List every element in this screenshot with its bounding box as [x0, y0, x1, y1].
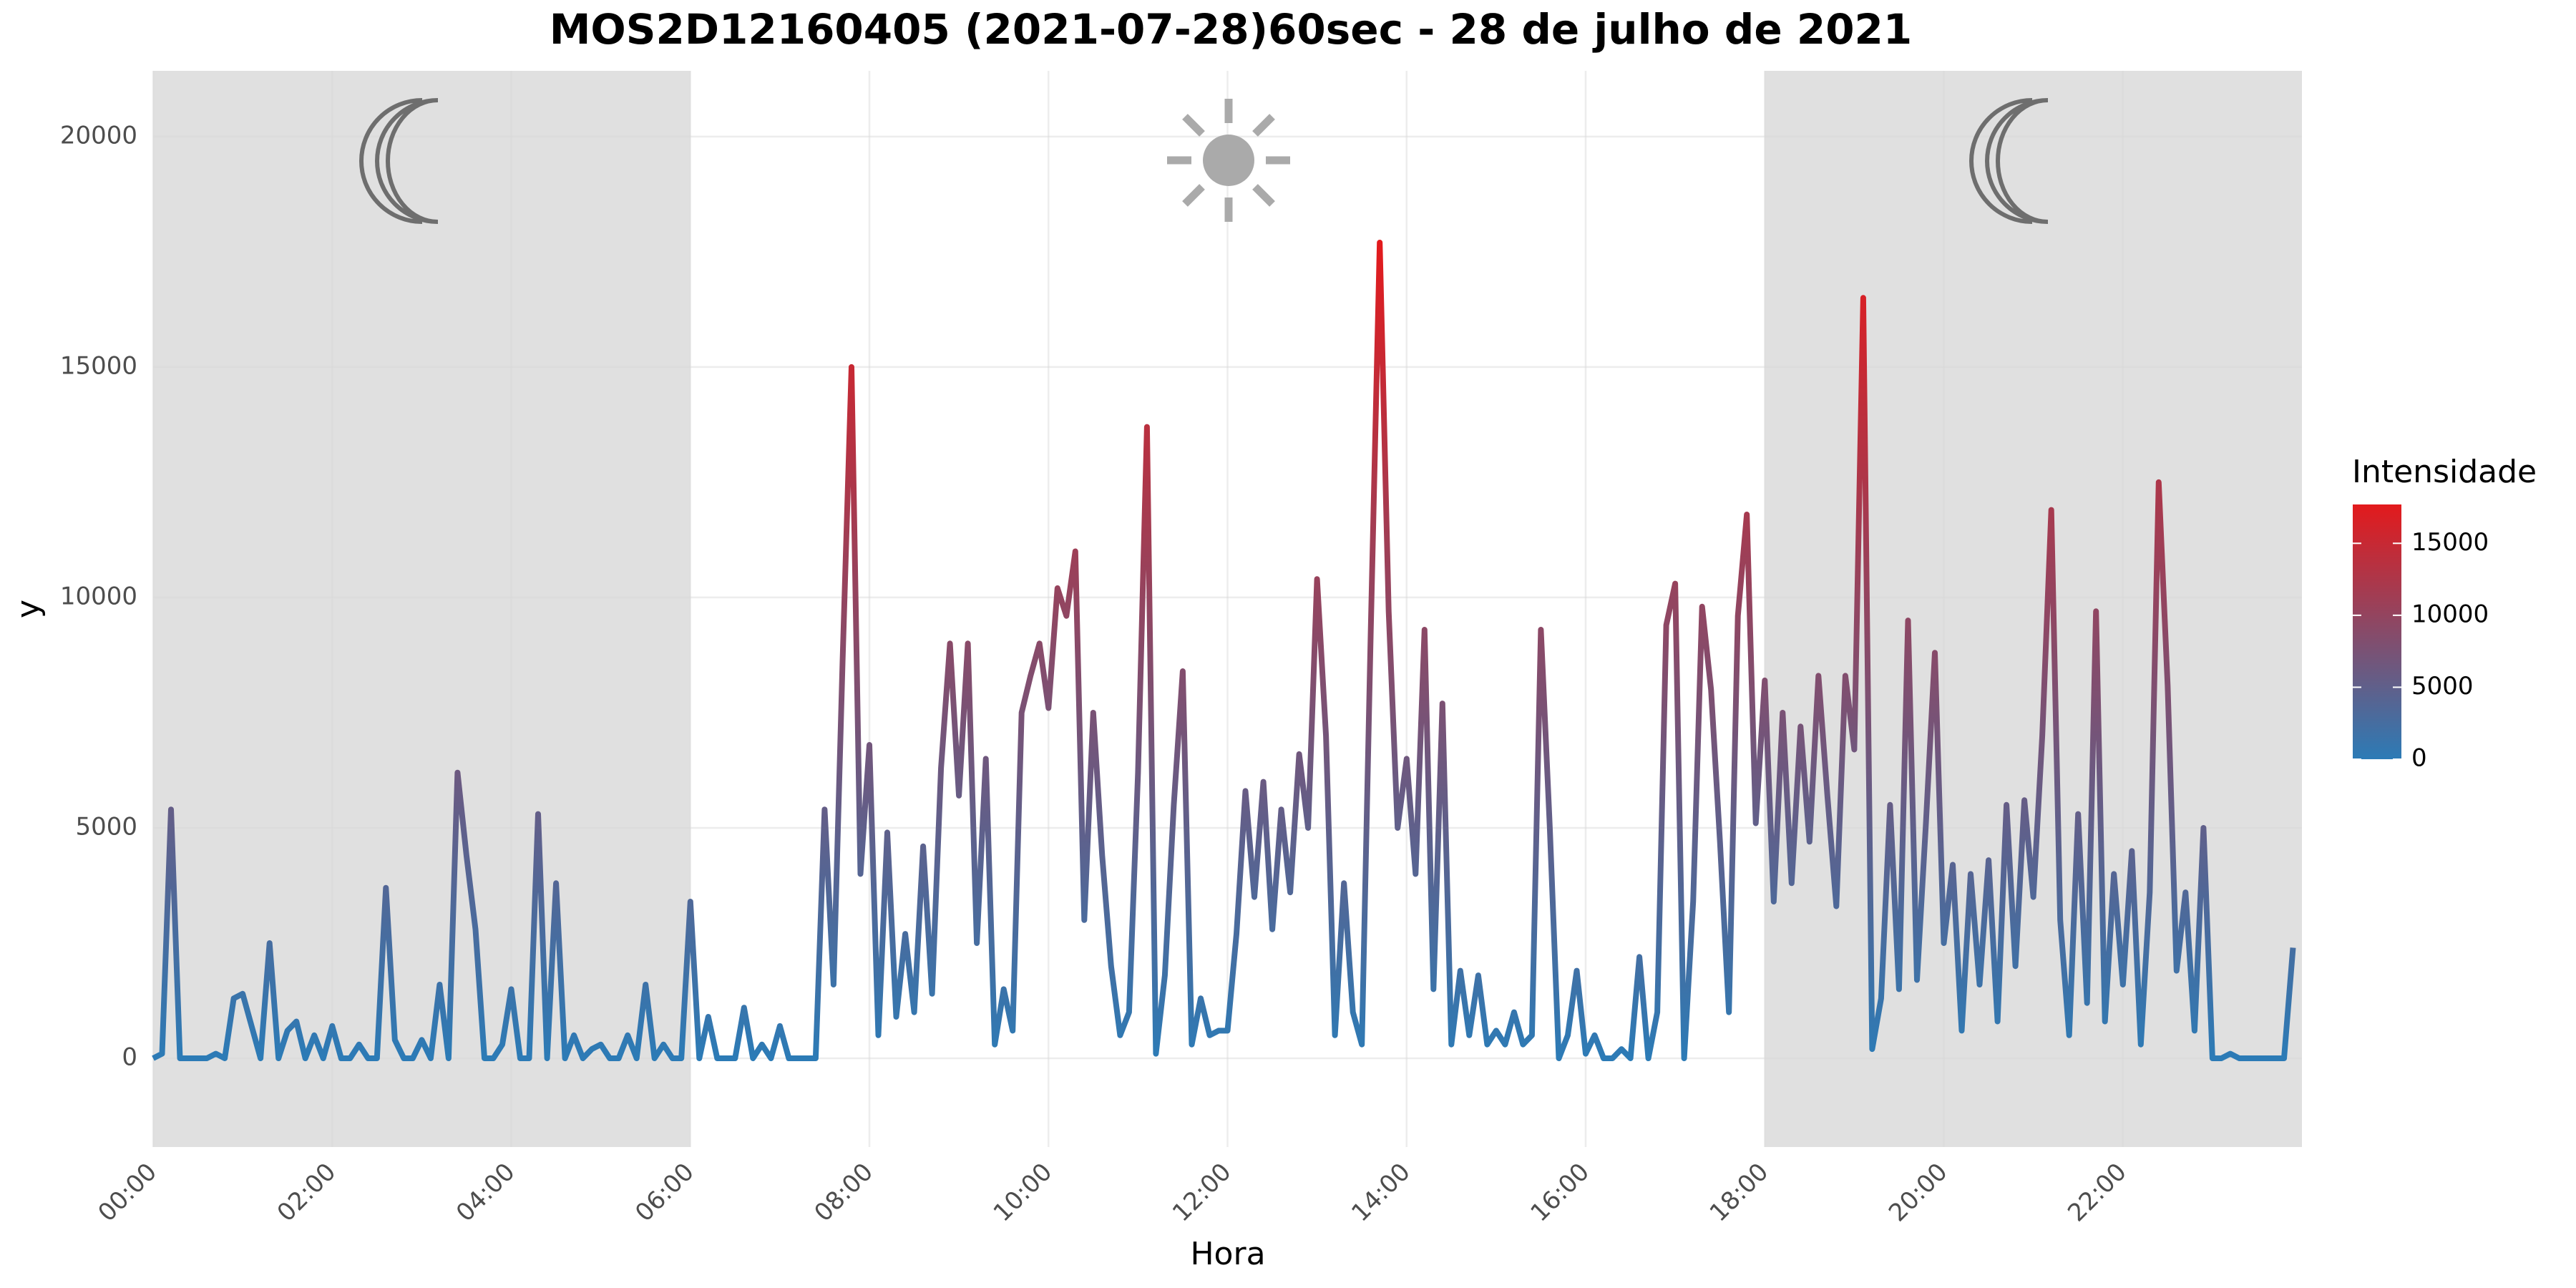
x-tick-label: 12:00 — [1167, 1158, 1237, 1228]
night-shade — [1765, 71, 2302, 1147]
x-tick-label: 00:00 — [93, 1158, 163, 1228]
day-night-icons — [359, 98, 2049, 224]
sun-icon — [1167, 99, 1290, 222]
legend-tick-label: 5000 — [2411, 672, 2474, 701]
y-tick-label: 0 — [122, 1043, 137, 1072]
y-tick-label: 5000 — [75, 812, 137, 841]
legend-colorbar — [2353, 504, 2401, 759]
legend-tick-label: 15000 — [2411, 528, 2489, 557]
x-tick-label: 08:00 — [809, 1158, 879, 1228]
legend-tick-label: 10000 — [2411, 600, 2489, 628]
x-tick-label: 02:00 — [272, 1158, 342, 1228]
legend-title: Intensidade — [2352, 454, 2537, 490]
moon-icon — [359, 98, 423, 224]
y-axis-title: y — [10, 600, 47, 618]
x-tick-label: 04:00 — [451, 1158, 521, 1228]
y-tick-label: 15000 — [60, 351, 137, 380]
y-tick-label: 10000 — [60, 582, 137, 610]
x-tick-label: 14:00 — [1346, 1158, 1416, 1228]
y-tick-label: 20000 — [60, 121, 137, 150]
data-line — [152, 240, 2296, 1061]
x-tick-label: 16:00 — [1526, 1158, 1596, 1228]
chart-title: MOS2D12160405 (2021-07-28)60sec - 28 de … — [550, 5, 1913, 54]
moon-icon — [375, 98, 439, 224]
x-tick-label: 22:00 — [2062, 1158, 2132, 1228]
legend-tick-label: 0 — [2411, 744, 2427, 773]
moon-icon — [1985, 98, 2049, 224]
x-tick-label: 10:00 — [988, 1158, 1058, 1228]
x-axis-title: Hora — [1190, 1236, 1265, 1272]
x-tick-label: 18:00 — [1704, 1158, 1775, 1228]
night-shade — [153, 71, 691, 1147]
moon-icon — [1969, 98, 2033, 224]
x-tick-label: 06:00 — [630, 1158, 700, 1228]
x-tick-label: 20:00 — [1883, 1158, 1953, 1228]
